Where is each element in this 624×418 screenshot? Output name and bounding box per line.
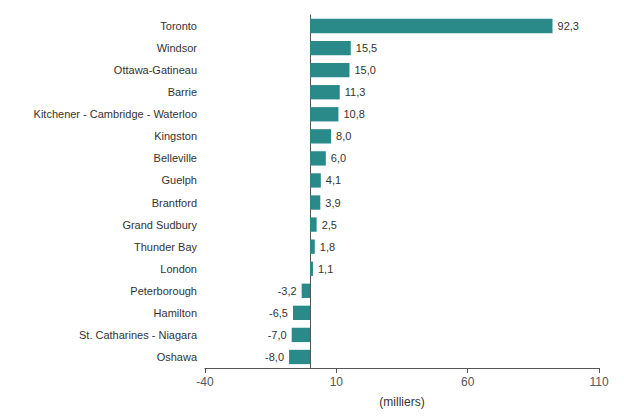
svg-text:London: London	[160, 263, 197, 275]
svg-text:Belleville: Belleville	[154, 152, 197, 164]
svg-text:2,5: 2,5	[322, 219, 337, 231]
svg-text:3,9: 3,9	[325, 197, 340, 209]
svg-text:15,0: 15,0	[354, 64, 375, 76]
svg-text:1,8: 1,8	[320, 241, 335, 253]
svg-text:60: 60	[461, 375, 475, 389]
svg-text:15,5: 15,5	[356, 42, 377, 54]
svg-text:Ottawa-Gatineau: Ottawa-Gatineau	[114, 64, 197, 76]
svg-text:8,0: 8,0	[336, 130, 351, 142]
svg-text:Thunder Bay: Thunder Bay	[134, 241, 197, 253]
svg-text:St. Catharines - Niagara: St. Catharines - Niagara	[79, 329, 198, 341]
svg-text:1,1: 1,1	[318, 263, 333, 275]
svg-text:6,0: 6,0	[331, 152, 346, 164]
svg-text:-7,0: -7,0	[268, 329, 287, 341]
svg-text:4,1: 4,1	[326, 174, 341, 186]
svg-text:Brantford: Brantford	[152, 197, 197, 209]
svg-text:-40: -40	[196, 375, 214, 389]
svg-text:(milliers): (milliers)	[379, 395, 424, 409]
svg-text:Kitchener - Cambridge - Waterl: Kitchener - Cambridge - Waterloo	[34, 108, 197, 120]
svg-text:10: 10	[330, 375, 344, 389]
svg-text:-3,2: -3,2	[278, 285, 297, 297]
svg-text:10,8: 10,8	[343, 108, 364, 120]
svg-text:Toronto: Toronto	[160, 20, 197, 32]
svg-text:Peterborough: Peterborough	[130, 285, 197, 297]
svg-text:Kingston: Kingston	[154, 130, 197, 142]
svg-text:Guelph: Guelph	[162, 174, 197, 186]
svg-text:92,3: 92,3	[558, 20, 579, 32]
svg-text:Windsor: Windsor	[157, 42, 198, 54]
svg-text:110: 110	[589, 375, 608, 389]
svg-text:Grand Sudbury: Grand Sudbury	[122, 219, 197, 231]
svg-text:Hamilton: Hamilton	[154, 307, 197, 319]
svg-text:11,3: 11,3	[345, 86, 366, 98]
svg-text:Barrie: Barrie	[168, 86, 197, 98]
svg-text:-6,5: -6,5	[269, 307, 288, 319]
svg-text:Oshawa: Oshawa	[157, 351, 198, 363]
svg-text:-8,0: -8,0	[265, 351, 284, 363]
